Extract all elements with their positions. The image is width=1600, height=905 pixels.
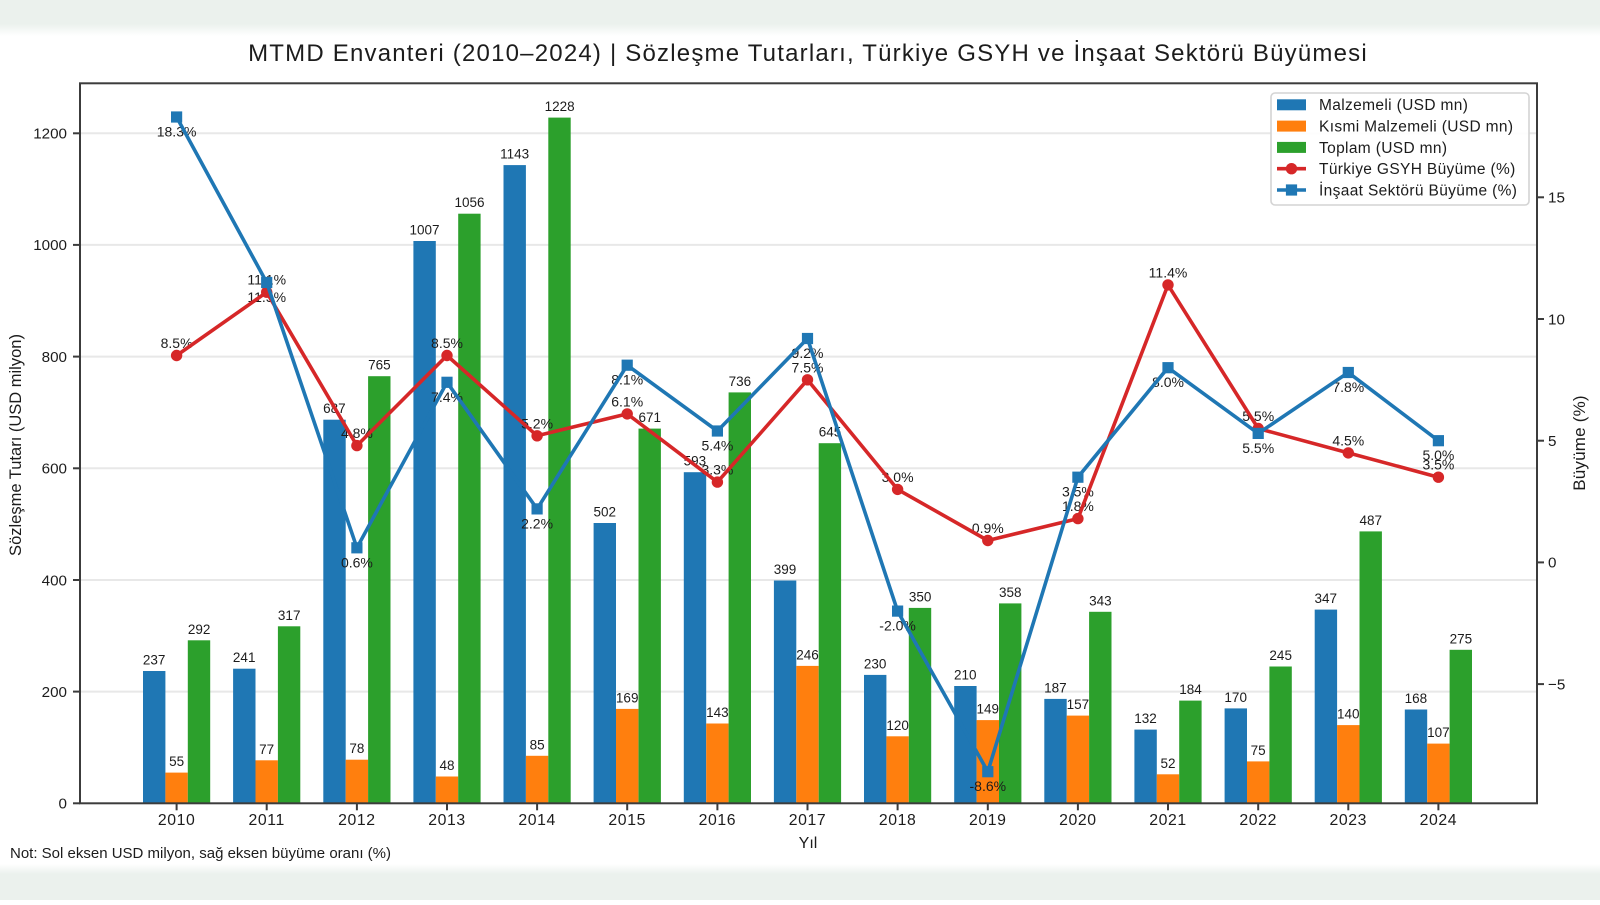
svg-text:593: 593 — [684, 454, 707, 469]
svg-text:Malzemeli (USD mn): Malzemeli (USD mn) — [1319, 97, 1468, 114]
svg-text:120: 120 — [886, 718, 909, 733]
svg-text:5.5%: 5.5% — [1242, 408, 1274, 424]
svg-text:1007: 1007 — [409, 223, 439, 238]
svg-text:11.4%: 11.4% — [1149, 264, 1188, 280]
svg-text:Sözleşme Tutarı (USD milyon): Sözleşme Tutarı (USD milyon) — [7, 334, 25, 556]
svg-text:1200: 1200 — [33, 126, 67, 143]
svg-text:5: 5 — [1548, 433, 1556, 450]
svg-text:2018: 2018 — [879, 812, 917, 829]
svg-text:2016: 2016 — [699, 812, 737, 829]
svg-text:502: 502 — [594, 505, 617, 520]
svg-text:15: 15 — [1548, 190, 1565, 207]
svg-text:765: 765 — [368, 358, 391, 373]
svg-text:184: 184 — [1179, 682, 1202, 697]
svg-text:347: 347 — [1315, 591, 1338, 606]
svg-text:2021: 2021 — [1149, 812, 1187, 829]
svg-text:2020: 2020 — [1059, 812, 1097, 829]
svg-text:2013: 2013 — [428, 812, 466, 829]
svg-text:200: 200 — [42, 684, 67, 701]
svg-text:2024: 2024 — [1420, 812, 1458, 829]
svg-text:292: 292 — [188, 622, 211, 637]
svg-text:1000: 1000 — [33, 237, 67, 254]
svg-text:6.1%: 6.1% — [611, 393, 643, 409]
svg-text:487: 487 — [1360, 513, 1383, 528]
svg-text:5.2%: 5.2% — [521, 415, 553, 431]
svg-text:358: 358 — [999, 585, 1022, 600]
svg-text:2010: 2010 — [158, 812, 196, 829]
svg-text:1056: 1056 — [454, 195, 484, 210]
svg-text:18.3%: 18.3% — [157, 124, 197, 140]
svg-text:2019: 2019 — [969, 812, 1007, 829]
svg-text:157: 157 — [1067, 697, 1090, 712]
svg-text:230: 230 — [864, 656, 887, 671]
svg-text:48: 48 — [439, 758, 454, 773]
svg-text:Not: Sol eksen USD milyon, sağ: Not: Sol eksen USD milyon, sağ eksen büy… — [10, 845, 391, 862]
svg-text:78: 78 — [349, 741, 364, 756]
svg-text:5.5%: 5.5% — [1242, 440, 1274, 456]
svg-text:2023: 2023 — [1330, 812, 1368, 829]
svg-text:149: 149 — [977, 702, 1000, 717]
svg-text:400: 400 — [42, 572, 67, 589]
svg-text:8.5%: 8.5% — [161, 335, 193, 351]
svg-text:210: 210 — [954, 668, 977, 683]
svg-text:5.4%: 5.4% — [701, 438, 733, 454]
svg-text:107: 107 — [1427, 725, 1450, 740]
svg-text:8.5%: 8.5% — [431, 335, 463, 351]
svg-text:1143: 1143 — [500, 147, 529, 162]
svg-text:169: 169 — [616, 690, 639, 705]
svg-text:671: 671 — [639, 410, 662, 425]
svg-text:75: 75 — [1251, 743, 1266, 758]
svg-text:Toplam (USD mn): Toplam (USD mn) — [1319, 140, 1447, 157]
svg-text:2.2%: 2.2% — [521, 515, 553, 531]
svg-text:246: 246 — [796, 647, 819, 662]
svg-text:2015: 2015 — [608, 812, 646, 829]
svg-text:0: 0 — [59, 796, 67, 813]
svg-text:187: 187 — [1044, 680, 1067, 695]
svg-text:Türkiye GSYH Büyüme (%): Türkiye GSYH Büyüme (%) — [1319, 161, 1516, 178]
svg-text:317: 317 — [278, 608, 301, 623]
svg-text:143: 143 — [706, 705, 729, 720]
svg-text:−5: −5 — [1548, 676, 1565, 693]
svg-text:52: 52 — [1160, 756, 1175, 771]
svg-text:168: 168 — [1405, 691, 1428, 706]
svg-text:2011: 2011 — [249, 812, 285, 829]
svg-text:736: 736 — [729, 374, 752, 389]
svg-text:Kısmi Malzemeli (USD mn): Kısmi Malzemeli (USD mn) — [1319, 119, 1513, 136]
svg-text:7.8%: 7.8% — [1332, 379, 1364, 395]
svg-text:-8.6%: -8.6% — [970, 778, 1007, 794]
svg-text:132: 132 — [1134, 711, 1157, 726]
svg-text:245: 245 — [1269, 648, 1292, 663]
svg-text:3.5%: 3.5% — [1422, 457, 1454, 473]
svg-text:800: 800 — [42, 349, 67, 366]
svg-text:140: 140 — [1337, 707, 1360, 722]
svg-text:MTMD Envanteri (2010–2024) | S: MTMD Envanteri (2010–2024) | Sözleşme Tu… — [248, 40, 1368, 67]
svg-text:275: 275 — [1450, 631, 1473, 646]
svg-text:237: 237 — [143, 653, 166, 668]
svg-text:350: 350 — [909, 589, 932, 604]
svg-text:85: 85 — [530, 737, 545, 752]
svg-text:10: 10 — [1548, 311, 1565, 328]
svg-text:77: 77 — [259, 742, 274, 757]
svg-text:İnşaat Sektörü Büyüme (%): İnşaat Sektörü Büyüme (%) — [1319, 181, 1517, 199]
svg-text:399: 399 — [774, 562, 797, 577]
svg-text:0: 0 — [1548, 555, 1556, 572]
svg-text:Büyüme (%): Büyüme (%) — [1570, 395, 1589, 491]
svg-text:Yıl: Yıl — [799, 835, 818, 852]
svg-text:170: 170 — [1224, 690, 1247, 705]
svg-text:343: 343 — [1089, 593, 1112, 608]
svg-text:600: 600 — [42, 461, 67, 478]
svg-text:1228: 1228 — [545, 99, 575, 114]
svg-text:2022: 2022 — [1239, 812, 1277, 829]
svg-text:2017: 2017 — [789, 812, 827, 829]
svg-text:0.6%: 0.6% — [341, 554, 373, 570]
svg-text:2014: 2014 — [518, 812, 556, 829]
svg-text:4.5%: 4.5% — [1332, 432, 1364, 448]
svg-text:0.9%: 0.9% — [972, 520, 1004, 536]
svg-text:5.0%: 5.0% — [1422, 447, 1454, 463]
svg-text:55: 55 — [169, 754, 184, 769]
svg-text:2012: 2012 — [338, 812, 376, 829]
svg-text:241: 241 — [233, 650, 256, 665]
